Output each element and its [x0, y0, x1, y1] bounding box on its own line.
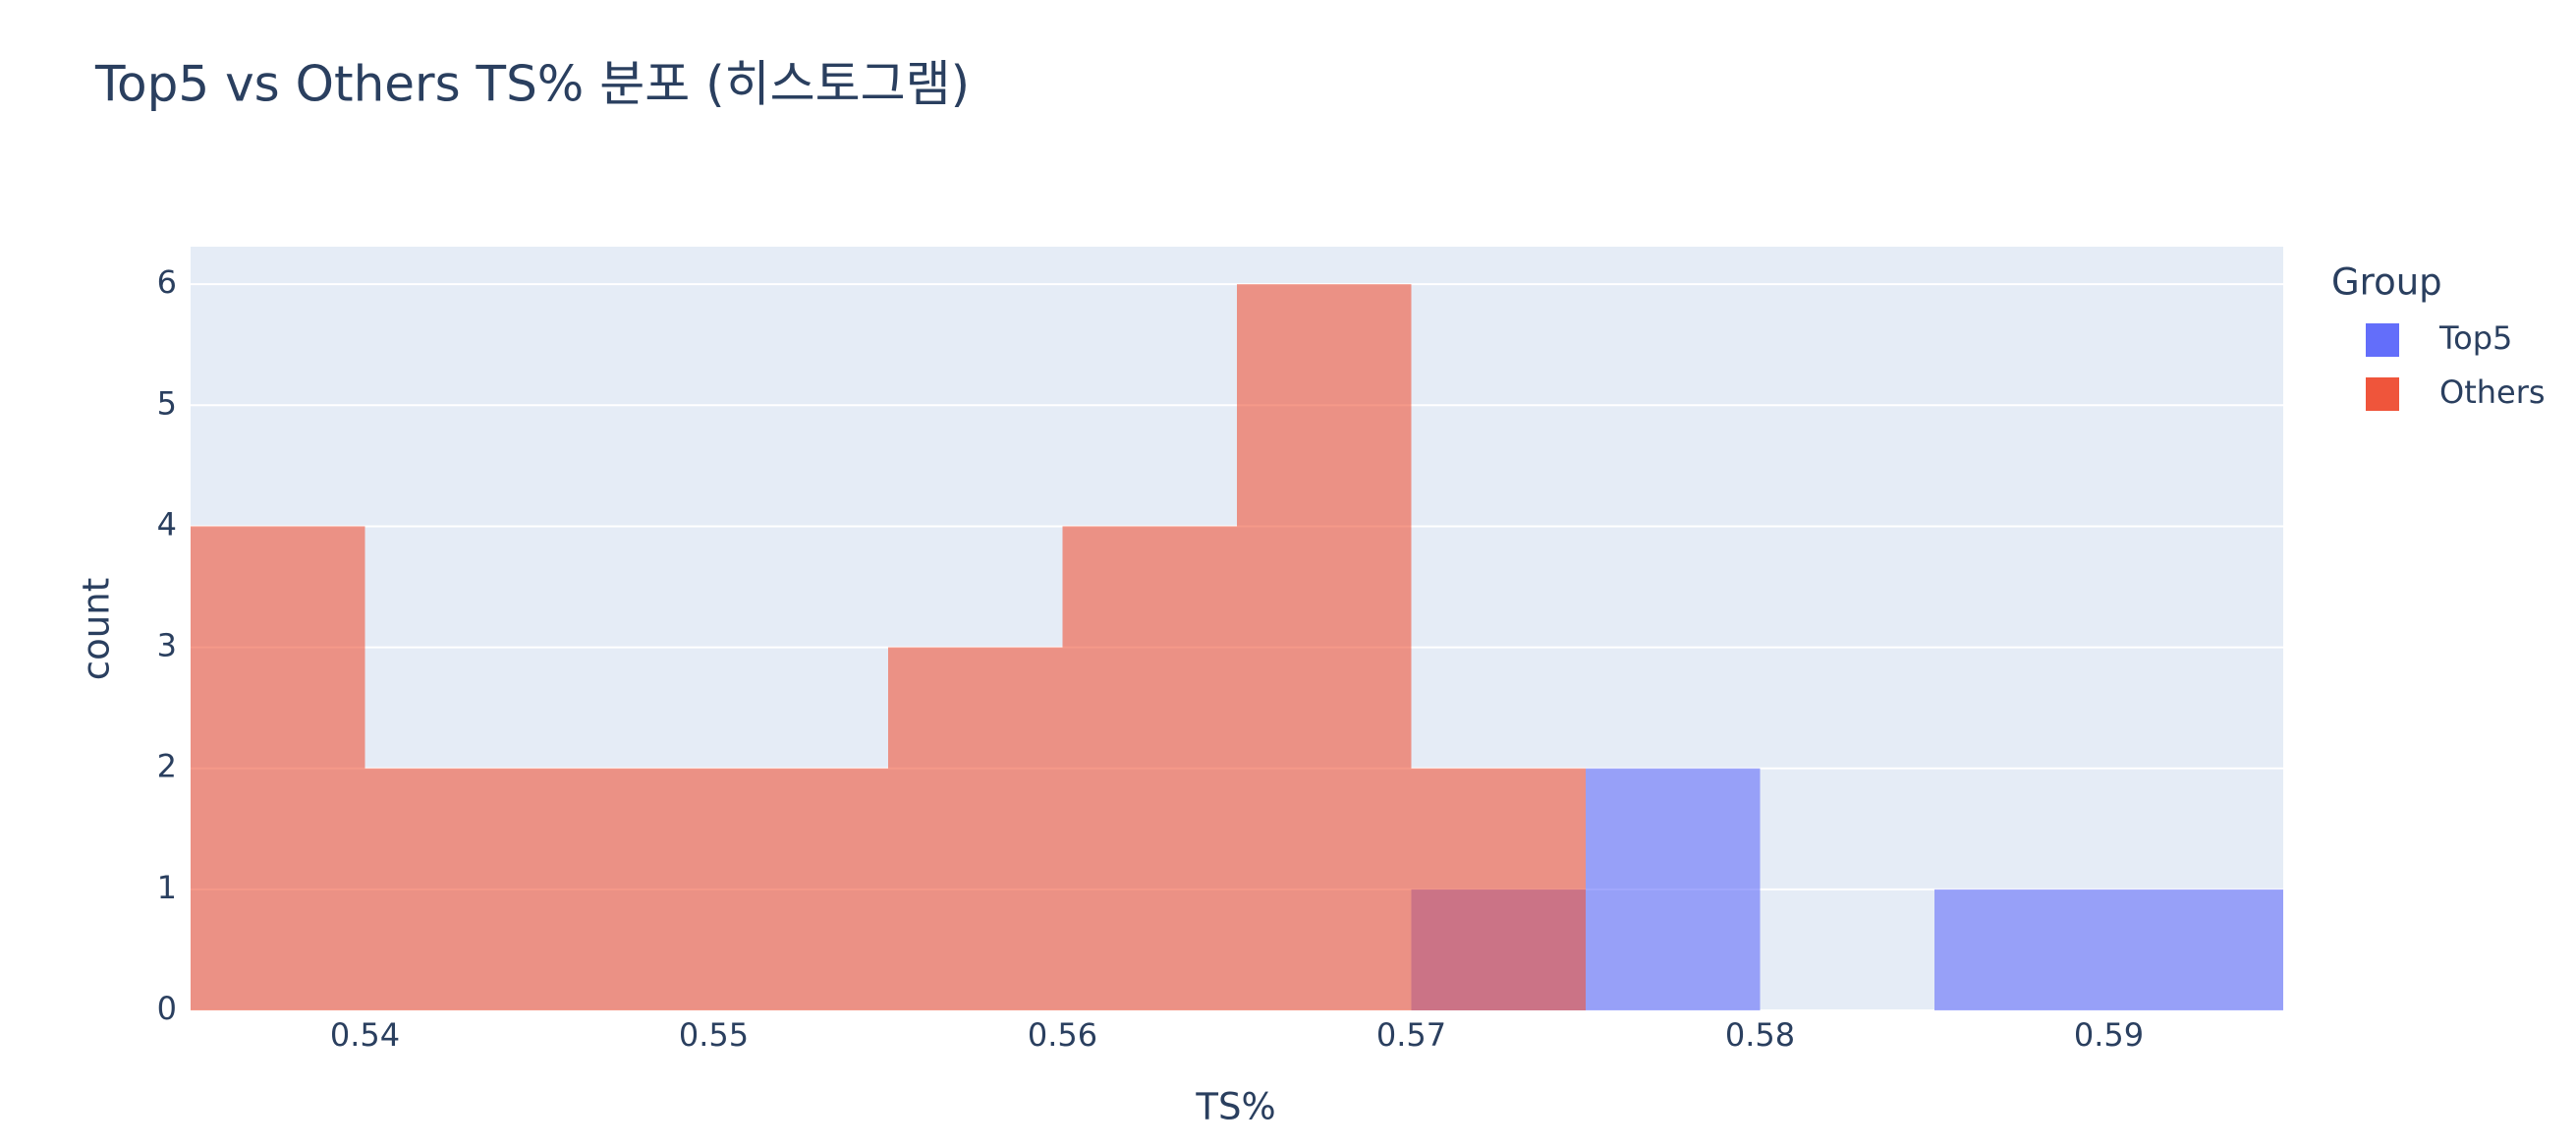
bar: [1237, 284, 1412, 1010]
bar: [539, 768, 714, 1010]
bar: [1411, 768, 1586, 1010]
bar: [364, 768, 539, 1010]
x-tick-label: 0.55: [679, 1016, 749, 1054]
x-axis-title: TS%: [1195, 1086, 1275, 1128]
x-tick-label: 0.59: [2074, 1016, 2144, 1054]
x-tick-label: 0.56: [1028, 1016, 1097, 1054]
legend-title: Group: [2331, 261, 2442, 304]
bar: [713, 768, 888, 1010]
y-tick-label: 2: [157, 748, 177, 785]
legend-swatch: [2366, 323, 2399, 357]
bar: [888, 647, 1063, 1010]
x-tick-label: 0.54: [330, 1016, 400, 1054]
chart-title: Top5 vs Others TS% 분포 (히스토그램): [94, 56, 970, 113]
y-tick-label: 0: [157, 990, 177, 1027]
y-tick-label: 4: [157, 505, 177, 543]
x-tick-label: 0.57: [1376, 1016, 1446, 1054]
y-tick-label: 3: [157, 627, 177, 664]
y-axis-title: count: [76, 578, 118, 680]
bar: [191, 526, 365, 1010]
legend-label: Others: [2439, 373, 2546, 411]
legend-swatch: [2366, 377, 2399, 411]
y-tick-label: 6: [157, 263, 177, 301]
x-tick-label: 0.58: [1725, 1016, 1795, 1054]
y-tick-label: 1: [157, 869, 177, 906]
y-tick-label: 5: [157, 384, 177, 422]
legend-label: Top5: [2438, 319, 2512, 357]
bar: [1586, 768, 1761, 1010]
bar: [1062, 526, 1237, 1010]
bar: [2108, 889, 2283, 1010]
bar: [1934, 889, 2109, 1010]
